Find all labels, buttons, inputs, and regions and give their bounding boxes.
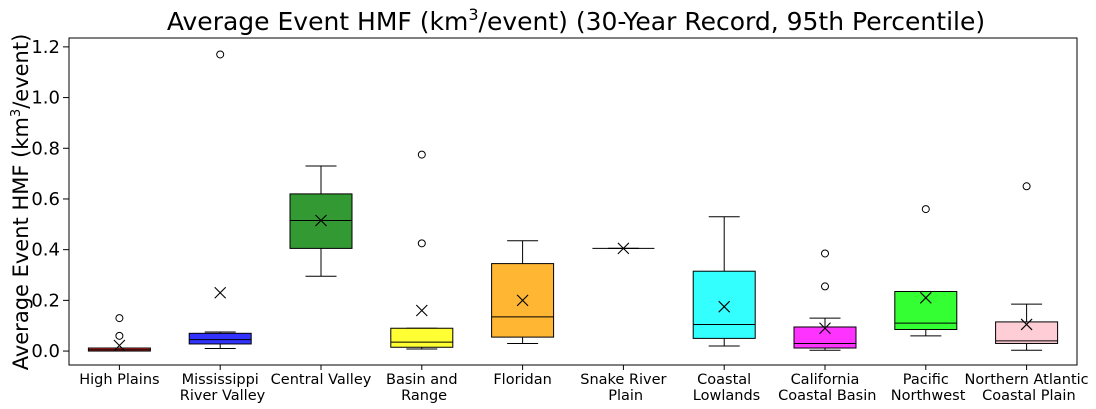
outlier-point <box>115 331 124 340</box>
mean-marker <box>516 294 529 307</box>
outlier-point <box>921 205 930 214</box>
mean-marker <box>617 242 630 255</box>
x-tick-label: High Plains <box>79 372 159 388</box>
mean-marker <box>919 291 932 304</box>
x-tick-label: River Valley <box>175 388 265 404</box>
box <box>793 326 857 349</box>
plot-area: 0.0 0.2 0.4 0.6 0.8 1.0 1.2 High Plains Mississi… <box>31 37 1088 404</box>
y-tick-label: 1.2 <box>31 37 60 58</box>
y-tick-label: 0.8 <box>31 138 60 159</box>
outlier-point <box>417 150 426 159</box>
outlier-point <box>821 249 829 258</box>
box <box>692 270 756 339</box>
mean-marker <box>315 214 327 227</box>
x-tick-label: Plain <box>604 388 644 404</box>
x-tick-label: Range <box>397 388 448 404</box>
x-tick-label: Coastal Plain <box>978 388 1076 404</box>
box <box>390 327 454 348</box>
mean-marker <box>718 300 731 313</box>
x-tick-label: Lowlands <box>688 388 760 404</box>
y-tick-label: 0.2 <box>31 290 60 311</box>
x-tick-label: California <box>791 372 860 388</box>
mean-marker <box>113 339 126 352</box>
x-tick-label: Coastal <box>697 372 751 388</box>
x-tick-label: Pacific <box>903 372 949 388</box>
mean-marker <box>415 304 428 317</box>
mean-marker <box>214 286 227 299</box>
x-tick-label: Northern Atlantic <box>965 372 1089 388</box>
chart-title: Average Event HMF (km3/event) (30-Year R… <box>167 5 985 36</box>
x-tick-label: Basin and <box>386 372 458 388</box>
outlier-point <box>1022 182 1031 191</box>
x-tick-label: Snake River <box>580 372 666 388</box>
outlier-point <box>821 282 829 291</box>
mean-marker <box>819 322 831 335</box>
y-tick-label: 0.6 <box>31 189 60 210</box>
box <box>995 321 1059 344</box>
x-tick-label: Coastal Basin <box>774 388 877 404</box>
y-tick-label: 0.4 <box>31 240 60 261</box>
outlier-point <box>115 314 124 323</box>
outlier-point <box>216 50 225 59</box>
y-axis-label: Average Event HMF (km3/event) <box>9 34 33 371</box>
mean-marker <box>1020 318 1033 331</box>
x-tick-label: Northwest <box>886 388 965 404</box>
x-tick-label: Floridan <box>493 372 552 388</box>
y-tick-label: 1.0 <box>31 88 60 109</box>
box <box>188 332 252 345</box>
y-tick-label: 0.0 <box>31 341 60 362</box>
outlier-point <box>417 239 426 248</box>
plot-frame <box>68 37 1078 366</box>
x-tick-label: Mississippi <box>182 372 259 388</box>
x-tick-label: Central Valley <box>271 372 372 388</box>
